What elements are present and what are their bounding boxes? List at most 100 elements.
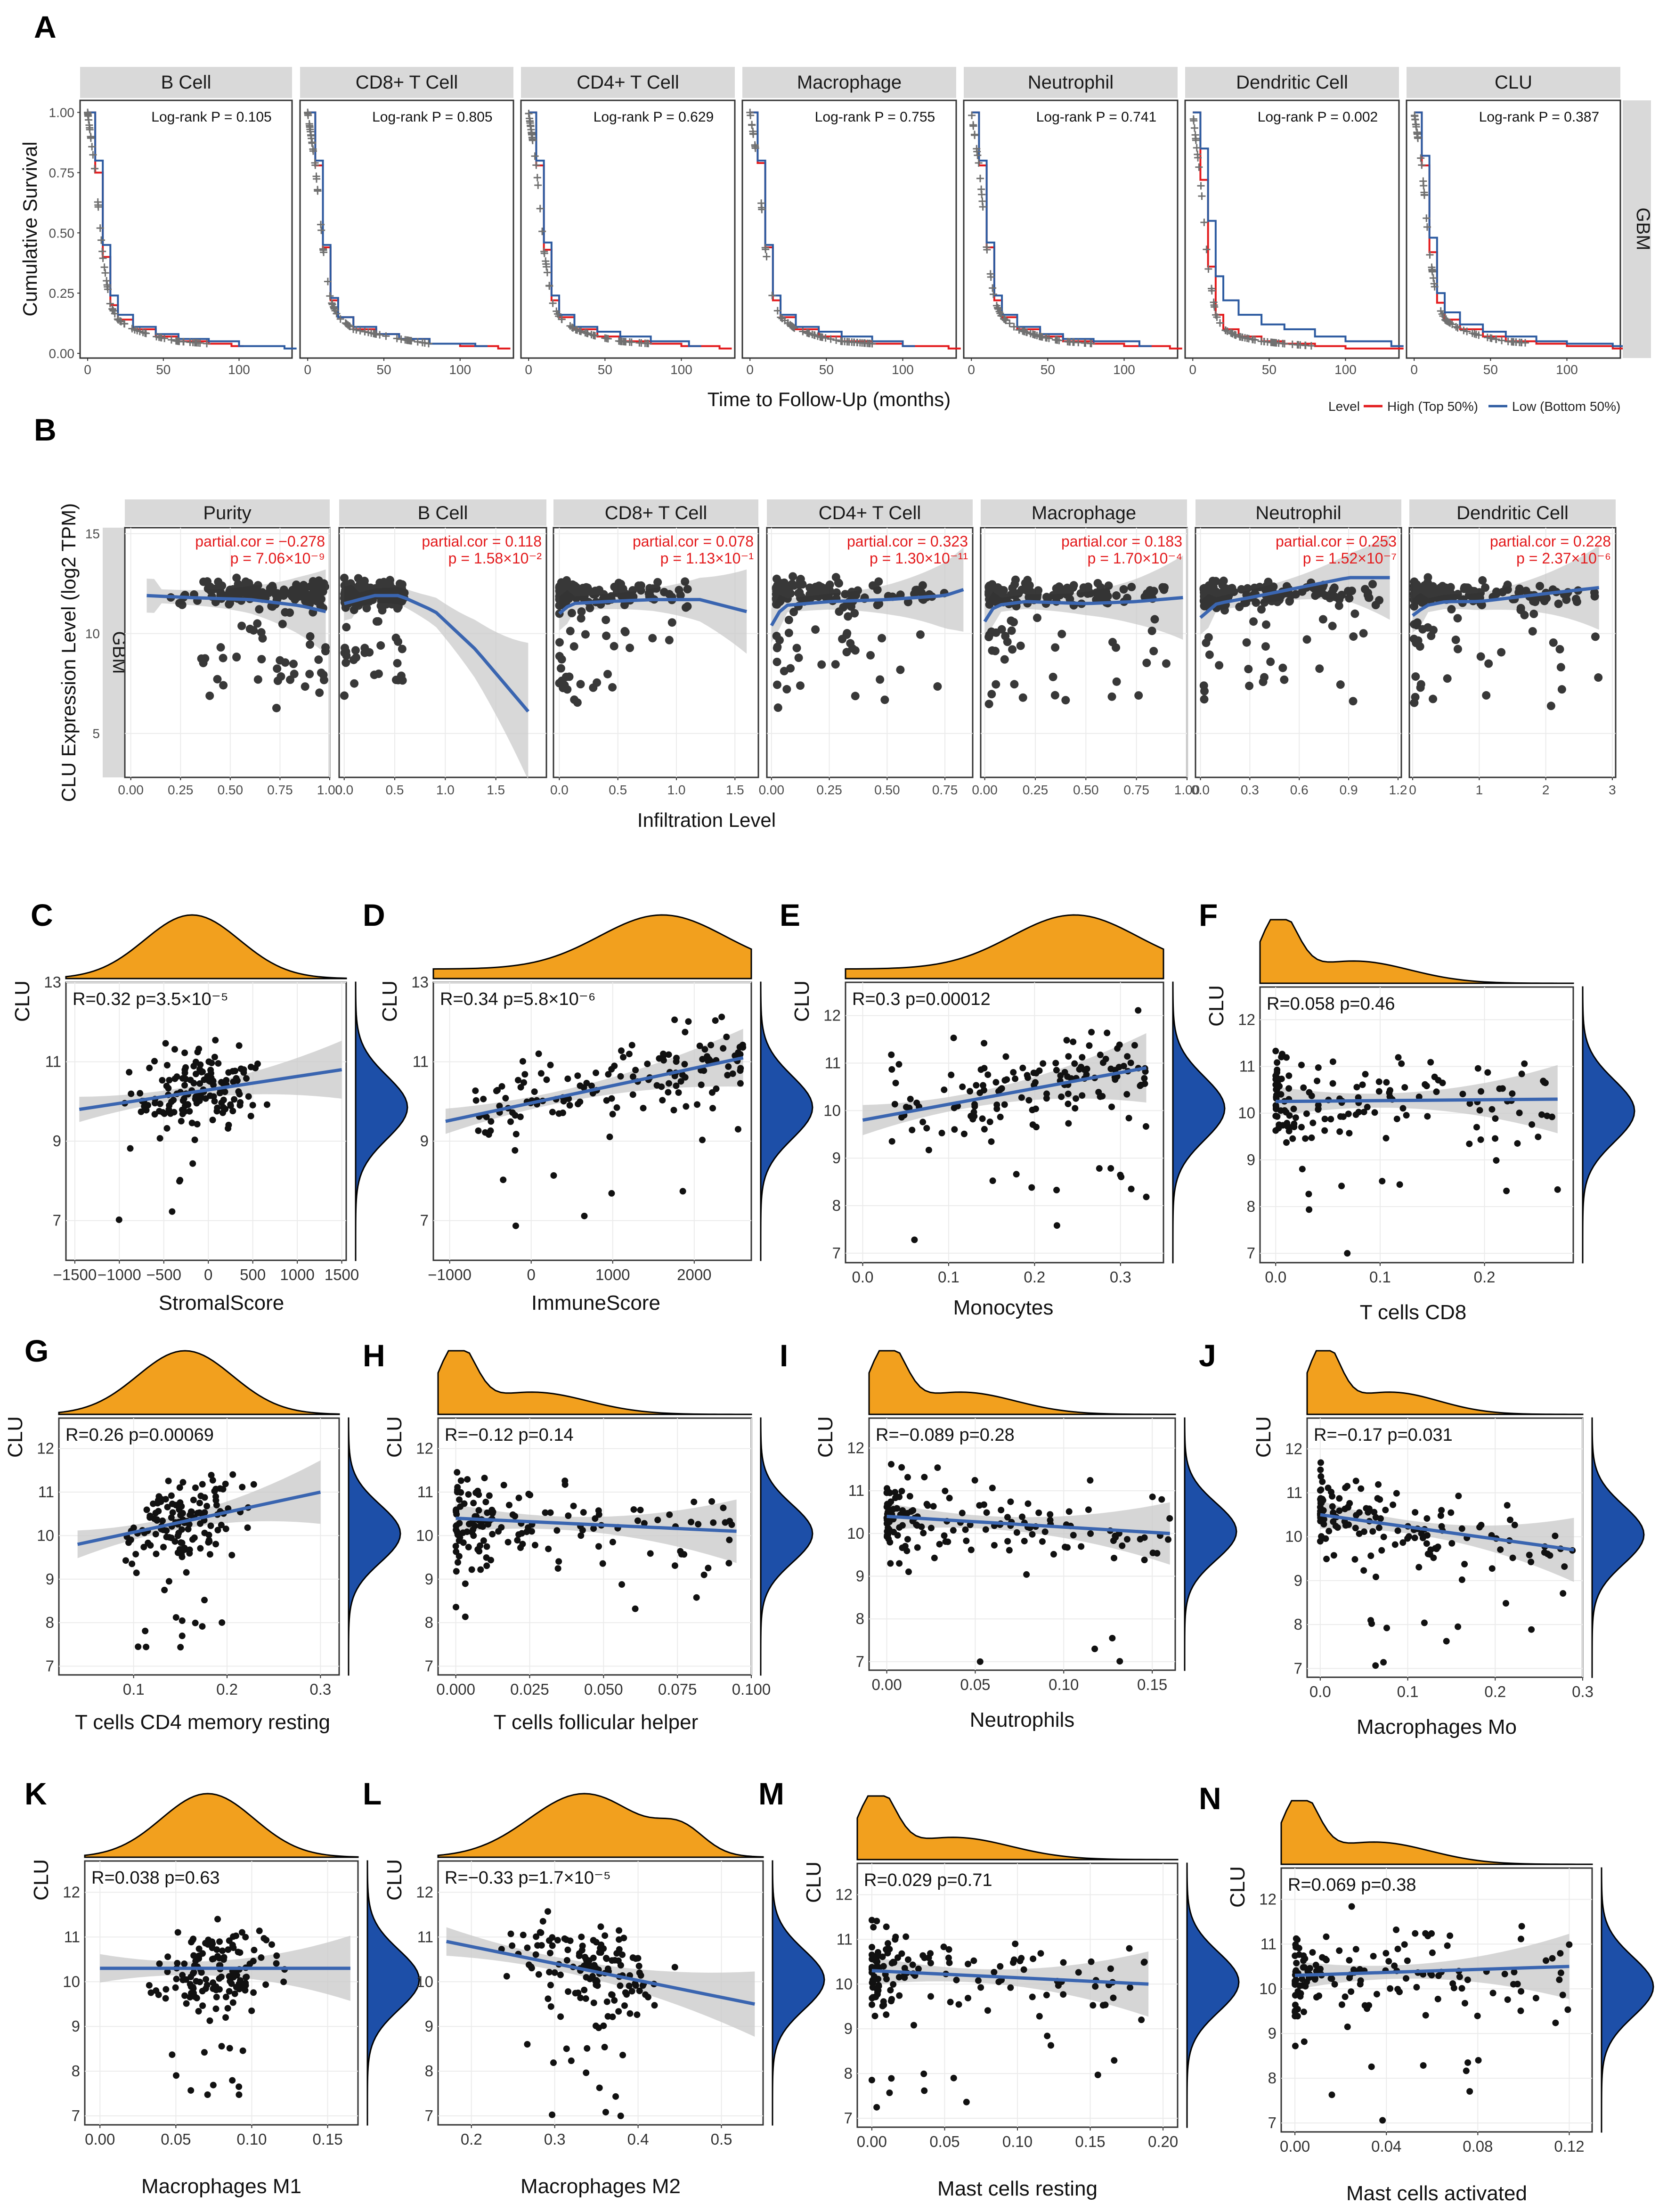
scatter-xtick-label: 0.2	[461, 2130, 482, 2148]
panel-label-l: L	[363, 1776, 382, 1811]
scatter-ytick-label: 10	[37, 1526, 54, 1544]
timer-xtick-label: 1.2	[1389, 783, 1407, 797]
top-density-curve	[58, 1350, 340, 1415]
scatter-ytick-label: 9	[1294, 1572, 1302, 1589]
scatter-xtick-label: 0.20	[1148, 2133, 1178, 2150]
scatter-annotation: R=0.058 p=0.46	[1267, 994, 1395, 1014]
timer-p-value: p = 1.30×10⁻¹¹	[870, 550, 968, 567]
timer-partial-cor: partial.cor = 0.118	[422, 533, 542, 550]
scatter-ytick-label: 9	[46, 1570, 54, 1588]
km-xtick-label: 50	[819, 362, 834, 377]
km-logrank-annotation: Log-rank P = 0.805	[372, 109, 492, 125]
scatter-annotation: R=0.26 p=0.00069	[65, 1425, 214, 1445]
scatter-xtick-label: 0.15	[1137, 1676, 1167, 1693]
timer-fit-line	[146, 594, 326, 613]
scatter-ytick-label: 11	[45, 1053, 61, 1070]
scatter-xtick-label: 0.025	[510, 1681, 549, 1698]
timer-xtick-label: 0.00	[759, 783, 785, 797]
scatter-xtick-label: 0.10	[236, 2130, 267, 2148]
km-logrank-annotation: Log-rank P = 0.105	[151, 109, 271, 125]
panel-label-e: E	[780, 898, 800, 932]
side-density-curve	[1186, 1862, 1240, 2127]
scatter-fit-line	[445, 1056, 744, 1123]
scatter-ytick-label: 12	[1238, 1011, 1255, 1028]
scatter-ylabel: CLU	[802, 1861, 825, 1903]
timer-facet-title: Purity	[203, 503, 251, 523]
timer-facet-strip	[125, 499, 330, 526]
timer-xtick-label: 0.00	[972, 783, 998, 797]
timer-scatter-points	[1199, 576, 1384, 706]
scatter-xtick-label: 0.00	[1280, 2138, 1310, 2155]
timer-xtick-label: 0.00	[118, 783, 144, 797]
side-density-curve	[348, 1417, 401, 1676]
scatter-xtick-label: 0.05	[161, 2130, 191, 2148]
timer-facet-strip	[1195, 499, 1401, 526]
scatter-ytick-label: 10	[835, 1975, 853, 1992]
scatter-points	[452, 1469, 735, 1620]
scatter-ytick-label: 8	[425, 2062, 433, 2080]
km-facet-title: Dendritic Cell	[1236, 72, 1348, 93]
scatter-points	[868, 1917, 1148, 2111]
km-facet-title: Macrophage	[797, 72, 902, 93]
km-xtick-label: 50	[1262, 362, 1277, 377]
km-xtick-label: 100	[449, 362, 471, 377]
timer-xtick-label: 0.50	[1073, 783, 1099, 797]
scatter-panel-l: L R=−0.33 p=1.7×10⁻⁵ 7 8 9 10 11 12 0.2 0.3 0.4 0.5…	[363, 1776, 825, 2198]
scatter-ytick-label: 7	[53, 1212, 61, 1229]
scatter-xtick-label: −500	[146, 1266, 181, 1283]
scatter-xlabel: ImmuneScore	[531, 1291, 660, 1314]
scatter-ytick-label: 12	[847, 1439, 864, 1456]
panel-label-c: C	[31, 898, 53, 932]
timer-partial-cor: partial.cor = 0.228	[1490, 533, 1611, 550]
km-ytick-label: 0.00	[49, 346, 75, 361]
km-ylabel: Cumulative Survival	[19, 141, 41, 316]
scatter-ytick-label: 7	[1268, 2114, 1277, 2131]
scatter-ytick-label: 12	[823, 1007, 841, 1024]
scatter-ytick-label: 9	[856, 1567, 864, 1585]
scatter-ytick-label: 11	[413, 1053, 429, 1070]
timer-xlabel: Infiltration Level	[637, 809, 776, 831]
panel-label-k: K	[24, 1776, 47, 1811]
scatter-panel-e: E R=0.3 p=0.00012 7 8 9 10 11 12 0.0 0.1 0.2 0.3 CLU…	[780, 898, 1226, 1319]
km-xtick-label: 100	[1556, 362, 1578, 377]
km-logrank-annotation: Log-rank P = 0.629	[594, 109, 714, 125]
scatter-xtick-label: 0.4	[627, 2130, 649, 2148]
scatter-annotation: R=−0.12 p=0.14	[445, 1425, 574, 1445]
scatter-panel-frame	[65, 981, 347, 1261]
timer-partial-cor: partial.cor = 0.078	[633, 533, 754, 550]
panel-label-i: I	[780, 1338, 788, 1373]
timer-xtick-label: 3	[1609, 783, 1616, 797]
scatter-ytick-label: 12	[416, 1883, 433, 1901]
scatter-panel-i: I R=−0.089 p=0.28 7 8 9 10 11 12 0.00 0.05 0.10 0.1…	[780, 1338, 1237, 1731]
scatter-confidence-band	[862, 1033, 1147, 1135]
scatter-xtick-label: 0.0	[1265, 1268, 1286, 1286]
scatter-ytick-label: 10	[847, 1525, 864, 1542]
km-facet-panel	[963, 99, 1179, 359]
side-density-curve	[1172, 981, 1226, 1263]
scatter-panel-frame	[1306, 1417, 1584, 1678]
side-density-curve	[1591, 1417, 1645, 1677]
scatter-xtick-label: 0.3	[309, 1681, 331, 1698]
timer-xtick-label: 1.0	[667, 783, 686, 797]
timer-xtick-label: 2	[1542, 783, 1550, 797]
km-censor-marks	[1411, 111, 1529, 347]
scatter-ytick-label: 8	[1294, 1616, 1302, 1633]
scatter-ytick-label: 8	[1268, 2069, 1277, 2087]
scatter-xtick-label: 0.3	[1572, 1683, 1594, 1700]
timer-xtick-label: 0.5	[609, 783, 627, 797]
timer-scatter-points	[166, 573, 330, 712]
timer-xtick-label: 0.25	[816, 783, 842, 797]
km-row-strip	[1623, 100, 1651, 358]
km-facet-strip	[742, 67, 956, 98]
km-curve-low	[1193, 111, 1404, 347]
scatter-fit-line	[1295, 1965, 1569, 1977]
timer-scatter-points	[555, 576, 692, 707]
timer-facet-strip	[339, 499, 546, 526]
scatter-xtick-label: 2000	[677, 1266, 711, 1283]
scatter-panel-c: C R=0.32 p=3.5×10⁻⁵ 7 9 11 13 −1500 −1000 −500 0 5…	[11, 898, 408, 1314]
timer-xtick-label: 0.3	[1241, 783, 1259, 797]
side-density-curve	[366, 1860, 420, 2126]
timer-p-value: p = 1.58×10⁻²	[448, 550, 542, 567]
scatter-ytick-label: 12	[1285, 1440, 1302, 1457]
